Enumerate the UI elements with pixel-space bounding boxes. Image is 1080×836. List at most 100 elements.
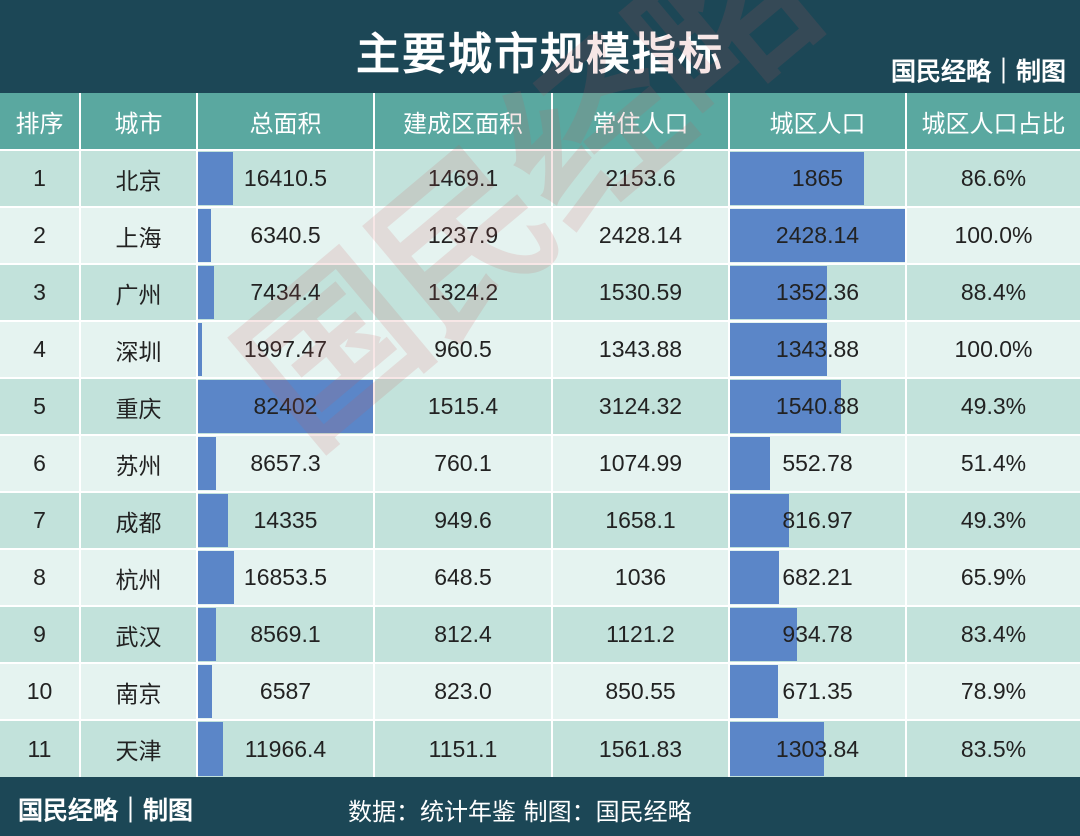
table-row: 7 成都 14335 949.6 1658.1 816.97 49.3% — [0, 491, 1080, 549]
cell-value: 4 — [33, 336, 46, 362]
column-header: 城区人口 — [729, 93, 907, 150]
cell-value: 6340.5 — [250, 222, 321, 248]
cell-value: 86.6% — [960, 165, 1027, 191]
table-cell: 812.4 — [374, 605, 553, 663]
table-cell: 1 — [0, 149, 81, 207]
table-cell: 760.1 — [374, 434, 553, 492]
table-cell: 9 — [0, 605, 81, 663]
cell-value: 671.35 — [782, 678, 853, 704]
data-bar — [730, 266, 828, 319]
table-cell: 960.5 — [374, 320, 553, 378]
table-cell: 1530.59 — [552, 263, 730, 321]
cell-value: 武汉 — [115, 623, 162, 650]
cell-value: 49.3% — [960, 507, 1027, 533]
table-row: 5 重庆 82402 1515.4 3124.32 1540.88 49.3% — [0, 377, 1080, 435]
table-cell: 49.3% — [906, 491, 1080, 549]
table-cell: 1303.84 — [729, 719, 907, 777]
cell-value: 88.4% — [960, 279, 1027, 305]
cell-value: 49.3% — [960, 393, 1027, 419]
table-row: 1 北京 16410.5 1469.1 2153.6 1865 86.6% — [0, 149, 1080, 207]
cell-value: 1151.1 — [428, 735, 498, 762]
table-cell: 934.78 — [729, 605, 907, 663]
source-note: 数据：统计年鉴 制图：国民经略 — [348, 798, 692, 826]
cell-value: 850.55 — [605, 678, 676, 704]
cell-value: 1561.83 — [598, 735, 683, 762]
data-bar — [198, 209, 212, 262]
brand-label-top: 国民经略｜制图 — [890, 57, 1066, 86]
table-cell: 3124.32 — [552, 377, 730, 435]
table-cell: 816.97 — [729, 491, 907, 549]
table-row: 6 苏州 8657.3 760.1 1074.99 552.78 51.4% — [0, 434, 1080, 492]
cell-value: 3124.32 — [598, 393, 683, 419]
cell-value: 广州 — [115, 281, 162, 308]
table-cell: 8 — [0, 548, 81, 606]
data-bar — [730, 380, 842, 433]
cell-value: 823.0 — [434, 678, 492, 704]
cell-value: 1540.88 — [775, 393, 860, 419]
table-cell: 6340.5 — [197, 206, 375, 264]
table-row: 3 广州 7434.4 1324.2 1530.59 1352.36 88.4% — [0, 263, 1080, 321]
table-cell: 16853.5 — [197, 548, 375, 606]
column-header: 常住人口 — [552, 93, 730, 150]
table-cell: 552.78 — [729, 434, 907, 492]
data-bar — [198, 266, 214, 319]
table-cell: 83.5% — [906, 719, 1080, 777]
cell-value: 82402 — [253, 393, 318, 419]
table-cell: 1658.1 — [552, 491, 730, 549]
table-cell: 1036 — [552, 548, 730, 606]
footer-bar: 国民经略｜制图 数据：统计年鉴 制图：国民经略 — [0, 777, 1080, 836]
cell-value: 83.5% — [960, 735, 1027, 762]
table-cell: 1237.9 — [374, 206, 553, 264]
data-bar — [730, 152, 865, 205]
table-cell: 16410.5 — [197, 149, 375, 207]
data-bar — [198, 323, 203, 376]
data-bar — [730, 551, 780, 604]
cell-value: 83.4% — [960, 621, 1027, 647]
cell-value: 上海 — [115, 224, 162, 251]
table-cell: 2 — [0, 206, 81, 264]
table-cell: 1540.88 — [729, 377, 907, 435]
cell-value: 2153.6 — [605, 165, 676, 191]
data-bar — [730, 323, 827, 376]
column-header: 排序 — [0, 93, 81, 150]
cell-value: 1469.1 — [427, 165, 499, 191]
table-cell: 上海 — [80, 206, 198, 264]
data-bar — [198, 437, 217, 490]
cell-value: 天津 — [115, 738, 162, 764]
data-bar — [730, 209, 905, 262]
column-header: 城区人口占比 — [906, 93, 1080, 150]
data-bar — [730, 437, 770, 490]
cell-value: 960.5 — [434, 336, 492, 362]
table-row: 2 上海 6340.5 1237.9 2428.14 2428.14 100.0% — [0, 206, 1080, 264]
table-row: 4 深圳 1997.47 960.5 1343.88 1343.88 100.0% — [0, 320, 1080, 378]
table-cell: 648.5 — [374, 548, 553, 606]
table-cell: 北京 — [80, 149, 198, 207]
cell-value: 3 — [33, 279, 46, 305]
table-row: 11 天津 11966.4 1151.1 1561.83 1303.84 83.5% — [0, 719, 1080, 777]
cell-value: 51.4% — [960, 450, 1027, 476]
table-cell: 65.9% — [906, 548, 1080, 606]
table-cell: 11 — [0, 719, 81, 777]
table-cell: 78.9% — [906, 662, 1080, 720]
cell-value: 1352.36 — [775, 279, 860, 305]
table-cell: 1469.1 — [374, 149, 553, 207]
cell-value: 1036 — [614, 564, 667, 590]
cell-value: 5 — [33, 393, 46, 419]
table-cell: 14335 — [197, 491, 375, 549]
table-cell: 深圳 — [80, 320, 198, 378]
data-bar — [198, 608, 217, 661]
title-bar: 主要城市规模指标 国民经略｜制图 — [0, 0, 1080, 93]
cell-value: 11966.4 — [244, 735, 327, 762]
column-header: 城市 — [80, 93, 198, 150]
table-cell: 3 — [0, 263, 81, 321]
table-cell: 823.0 — [374, 662, 553, 720]
column-header: 总面积 — [197, 93, 375, 150]
table-cell: 5 — [0, 377, 81, 435]
cell-value: 949.6 — [434, 507, 492, 533]
cell-value: 78.9% — [960, 678, 1027, 704]
table-body: 1 北京 16410.5 1469.1 2153.6 1865 86.6% 2 上海 6340.5… — [0, 149, 1080, 777]
table-cell: 1343.88 — [729, 320, 907, 378]
table-cell: 杭州 — [80, 548, 198, 606]
cell-value: 1121.2 — [606, 621, 675, 647]
table-cell: 1865 — [729, 149, 907, 207]
